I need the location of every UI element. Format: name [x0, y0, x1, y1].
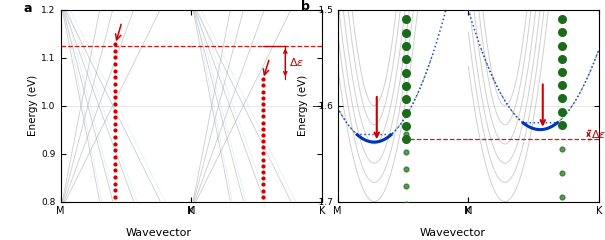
Text: b: b: [301, 0, 310, 13]
Text: $\Delta\varepsilon$: $\Delta\varepsilon$: [591, 128, 605, 140]
Text: Wavevector: Wavevector: [419, 228, 486, 238]
Text: $\Delta\varepsilon$: $\Delta\varepsilon$: [289, 56, 304, 68]
Y-axis label: Energy (eV): Energy (eV): [28, 75, 39, 136]
Y-axis label: Energy (eV): Energy (eV): [298, 75, 308, 136]
Text: a: a: [24, 2, 33, 15]
Text: Wavevector: Wavevector: [125, 228, 192, 238]
